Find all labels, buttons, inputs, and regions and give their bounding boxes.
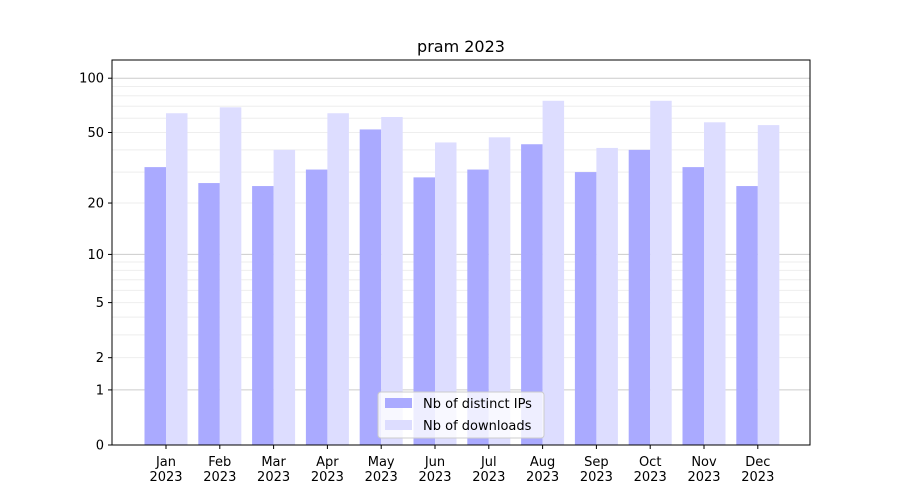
legend-box xyxy=(377,391,545,439)
bar-downloads xyxy=(327,113,349,446)
x-tick-label: 2023 xyxy=(634,470,667,485)
bar-downloads xyxy=(435,142,457,445)
x-tick-label: 2023 xyxy=(741,470,774,485)
bar-downloads xyxy=(219,107,242,445)
bar-downloads xyxy=(650,100,672,445)
chart-title: pram 2023 xyxy=(417,37,505,56)
y-tick-label: 1 xyxy=(96,383,104,398)
bar-distinct-ips xyxy=(467,169,489,445)
bar-downloads xyxy=(273,149,296,445)
bar-downloads xyxy=(704,122,726,445)
x-tick-label: 2023 xyxy=(687,470,720,485)
x-tick-label: Jul xyxy=(480,455,497,470)
x-tick-label: 2023 xyxy=(257,470,290,485)
y-tick-label: 20 xyxy=(87,197,104,212)
bars xyxy=(144,100,780,446)
x-tick-label: Feb xyxy=(208,455,231,470)
x-tick-label: Dec xyxy=(745,455,770,470)
bar-distinct-ips xyxy=(144,167,166,445)
x-tick-label: Jun xyxy=(424,455,445,470)
x-axis: Jan2023Feb2023Mar2023Apr2023May2023Jun20… xyxy=(149,445,774,485)
bar-distinct-ips xyxy=(413,177,435,445)
bar-downloads xyxy=(757,125,780,445)
bar-distinct-ips xyxy=(305,169,328,445)
bar-distinct-ips xyxy=(252,186,274,445)
y-axis: 0 1 2 5 10 20 50 100 xyxy=(79,72,112,454)
x-tick-label: 2023 xyxy=(203,470,236,485)
bar-distinct-ips xyxy=(682,167,704,445)
bar-downloads xyxy=(596,147,618,445)
bar-distinct-ips xyxy=(359,129,382,446)
x-tick-label: 2023 xyxy=(365,470,398,485)
x-tick-label: May xyxy=(368,455,395,470)
legend-label-downloads: Nb of downloads xyxy=(423,419,532,434)
bar-downloads xyxy=(381,116,403,445)
x-tick-label: 2023 xyxy=(472,470,505,485)
y-tick-label: 50 xyxy=(87,126,104,141)
y-tick-label: 100 xyxy=(79,72,104,87)
bar-distinct-ips xyxy=(521,144,543,445)
bar-distinct-ips xyxy=(574,172,597,445)
x-tick-label: 2023 xyxy=(526,470,559,485)
bar-distinct-ips xyxy=(628,149,651,445)
bar-downloads xyxy=(488,137,511,446)
x-tick-label: 2023 xyxy=(580,470,613,485)
x-tick-label: 2023 xyxy=(418,470,451,485)
x-tick-label: Nov xyxy=(691,455,717,470)
legend-swatch-downloads xyxy=(385,420,412,430)
y-tick-label: 5 xyxy=(96,296,104,311)
legend: Nb of distinct IPs Nb of downloads xyxy=(377,391,545,439)
x-tick-label: 2023 xyxy=(149,470,182,485)
x-tick-label: Oct xyxy=(639,455,661,470)
bar-downloads xyxy=(166,113,188,446)
x-tick-label: Sep xyxy=(584,455,609,470)
x-tick-label: Jan xyxy=(155,455,176,470)
bar-distinct-ips xyxy=(736,186,758,445)
legend-swatch-ips xyxy=(385,398,412,408)
x-tick-label: Apr xyxy=(316,455,339,470)
x-tick-label: 2023 xyxy=(311,470,344,485)
y-tick-label: 2 xyxy=(96,351,104,366)
y-tick-label: 10 xyxy=(87,248,104,263)
bar-downloads xyxy=(542,100,565,445)
x-tick-label: Aug xyxy=(530,455,555,470)
legend-label-ips: Nb of distinct IPs xyxy=(423,397,532,412)
bar-distinct-ips xyxy=(198,183,220,445)
y-tick-label: 0 xyxy=(96,439,104,454)
plot-frame xyxy=(111,59,811,446)
x-tick-label: Mar xyxy=(261,455,286,470)
